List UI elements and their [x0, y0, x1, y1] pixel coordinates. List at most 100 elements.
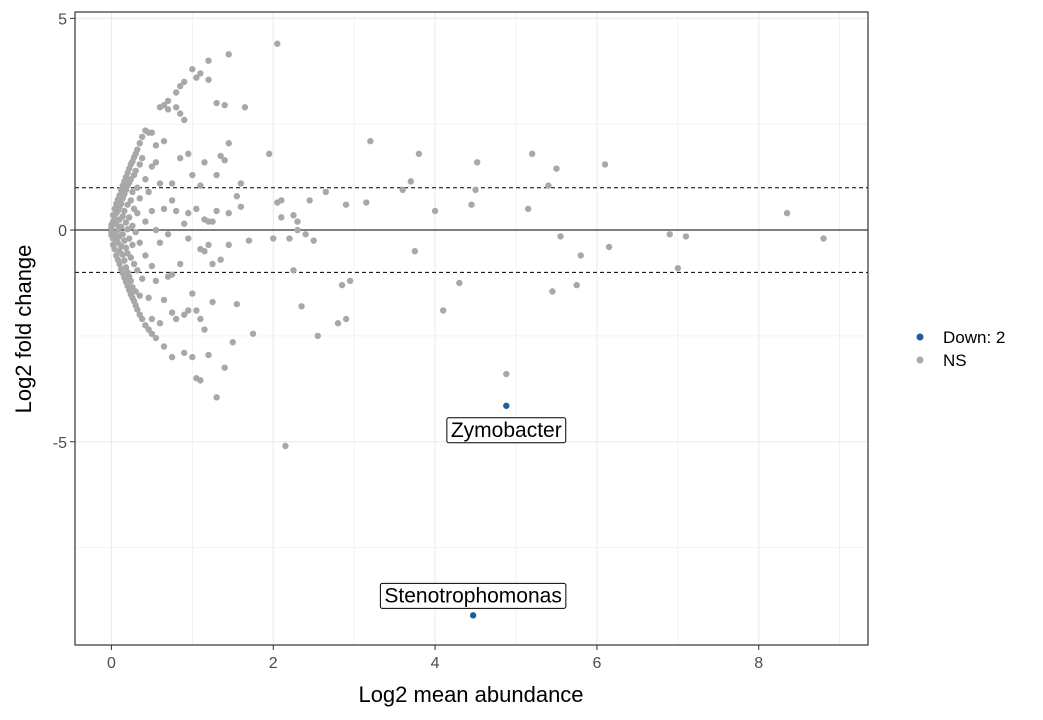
point-ns: [189, 353, 196, 361]
point-ns: [121, 257, 128, 264]
point-ns: [117, 200, 125, 208]
point-ns: [134, 184, 141, 191]
point-label-text: Zymobacter: [451, 419, 562, 442]
point-ns: [201, 248, 208, 255]
panel-background: [75, 12, 868, 645]
point-ns: [601, 161, 609, 168]
point-ns: [468, 201, 475, 208]
point-ns: [201, 159, 208, 166]
point-ns: [148, 163, 156, 170]
point-ns: [411, 248, 419, 255]
point-ns: [129, 188, 136, 196]
point-ns: [122, 264, 130, 271]
point-ns: [116, 260, 123, 268]
reference-lines: [75, 187, 868, 273]
point-ns: [176, 82, 184, 90]
point-ns: [820, 235, 827, 242]
point-ns: [160, 205, 168, 213]
point-ns: [176, 260, 184, 268]
point-ns: [213, 99, 220, 107]
point-ns: [213, 207, 220, 215]
point-ns: [189, 65, 196, 73]
point-ns: [338, 281, 346, 289]
point-labels: Zymobacter Stenotrophomonas: [379, 417, 567, 609]
point-ns: [225, 51, 232, 58]
point-ns: [221, 156, 228, 164]
legend-label: Down: 2: [943, 328, 1005, 347]
legend: Down: 2 NS: [916, 328, 1005, 370]
point-ns: [111, 245, 118, 253]
point-ns: [152, 334, 160, 342]
point-down: [503, 402, 510, 409]
point-ns: [342, 201, 350, 208]
point-ns: [322, 188, 330, 196]
point-ns: [549, 288, 556, 295]
point-ns: [503, 370, 510, 378]
point-ns: [126, 235, 133, 242]
point-ns: [197, 315, 204, 323]
point-ns: [363, 199, 370, 206]
point-ns: [473, 159, 481, 166]
point-ns: [172, 89, 180, 96]
point-ns: [185, 307, 192, 314]
point-ns: [119, 231, 126, 238]
point-ns: [130, 260, 138, 268]
point-ns: [225, 241, 232, 249]
point-ns: [152, 159, 160, 166]
point-ns: [225, 140, 232, 147]
point-ns: [290, 212, 297, 219]
point-ns: [399, 186, 406, 194]
point-ns: [290, 267, 297, 274]
point-ns: [573, 281, 580, 289]
point-ns: [148, 207, 156, 215]
point-ns: [189, 171, 196, 179]
point-ns: [302, 231, 309, 238]
point-ns: [456, 279, 463, 287]
point-ns: [278, 197, 285, 204]
legend-key: [916, 333, 924, 341]
point-ns: [168, 353, 176, 361]
point-ns: [181, 220, 188, 227]
point-ns: [306, 197, 313, 204]
point-ns: [113, 220, 120, 228]
point-ns: [310, 237, 317, 244]
point-ns: [119, 251, 126, 258]
point-ns: [217, 256, 224, 263]
point-ns: [193, 74, 200, 81]
point-ns: [213, 171, 220, 179]
point-ns: [181, 78, 188, 86]
point-ns: [342, 315, 350, 323]
x-tick-label: 2: [269, 655, 278, 672]
point-ns: [249, 330, 257, 337]
point-ns: [136, 161, 143, 168]
point-ns: [205, 351, 212, 359]
point-ns: [124, 226, 131, 233]
point-ns: [553, 165, 560, 172]
point-ns: [136, 195, 143, 202]
point-ns: [164, 231, 172, 238]
point-ns: [164, 97, 172, 105]
point-ns: [605, 243, 613, 251]
point-ns: [148, 330, 156, 337]
point-ns: [278, 214, 285, 221]
point-ns: [134, 146, 141, 153]
point-ns: [136, 239, 143, 246]
point-ns: [439, 307, 447, 314]
point-ns: [126, 214, 133, 221]
point-ns: [127, 254, 135, 261]
point-ns: [346, 277, 354, 285]
point-ns: [164, 106, 172, 113]
point-ns: [237, 180, 245, 187]
point-ns: [415, 150, 423, 158]
point-ns: [138, 315, 146, 323]
point-ns: [129, 222, 136, 230]
point-ns: [160, 101, 168, 109]
point-ns: [148, 315, 156, 323]
y-axis-title: Log2 fold change: [11, 245, 36, 414]
point-ns: [156, 239, 164, 246]
point-ns: [205, 76, 212, 83]
point-ns: [122, 219, 130, 226]
point-ns: [237, 203, 245, 210]
point-ns: [136, 140, 143, 147]
point-ns: [127, 277, 135, 285]
